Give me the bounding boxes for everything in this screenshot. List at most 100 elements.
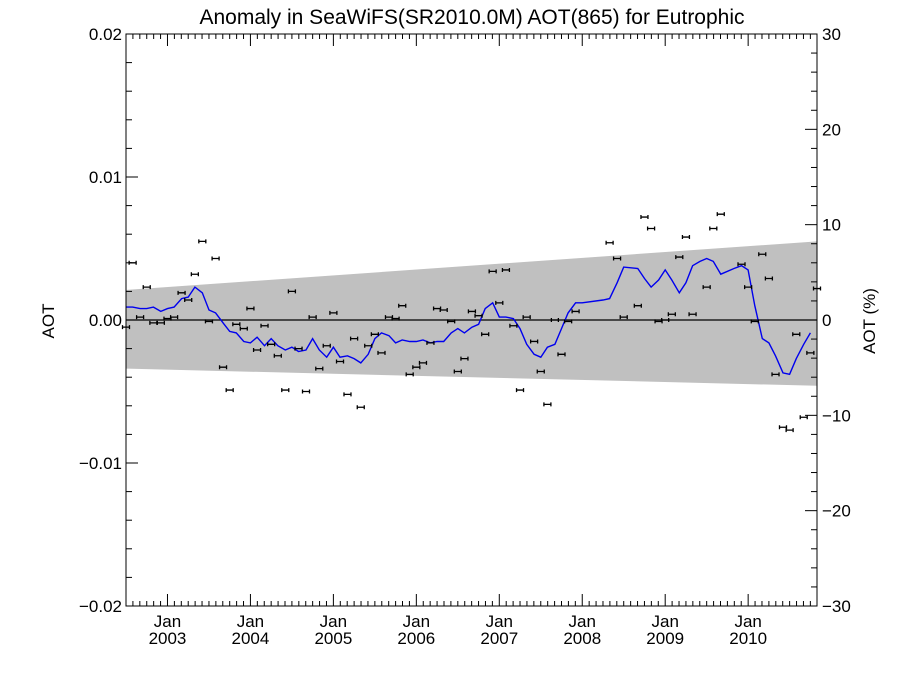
anomaly-point	[501, 267, 511, 272]
anomaly-point	[495, 300, 504, 305]
anomaly-point	[488, 269, 497, 274]
anomaly-point	[398, 303, 407, 308]
anomaly-point	[764, 276, 774, 281]
anomaly-point	[273, 353, 282, 358]
anomaly-point	[447, 319, 456, 324]
anomaly-point	[737, 262, 746, 267]
anomaly-point	[619, 315, 628, 320]
anomaly-point	[232, 322, 241, 327]
x-tick-month-label: Jan	[569, 612, 596, 631]
x-tick-year-label: 2008	[563, 629, 601, 648]
anomaly-point	[778, 425, 788, 430]
anomaly-point	[716, 212, 725, 217]
x-tick-month-label: Jan	[486, 612, 513, 631]
anomaly-point	[515, 388, 525, 393]
y2-axis-label: AOT (%)	[860, 288, 879, 354]
y2-tick-label: 20	[822, 120, 841, 139]
anomaly-point	[281, 388, 290, 393]
y2-tick-label: −20	[822, 502, 851, 521]
anomaly-point	[709, 226, 718, 231]
anomaly-point	[509, 323, 518, 328]
anomaly-point	[522, 315, 531, 320]
anomaly-point	[190, 272, 200, 277]
anomaly-point	[329, 310, 338, 315]
anomaly-point	[370, 332, 380, 337]
anomaly-point	[467, 309, 477, 314]
y-axis-label: AOT	[39, 304, 58, 339]
anomaly-point	[806, 350, 815, 355]
anomaly-point	[169, 315, 179, 320]
anomaly-point	[529, 339, 539, 344]
x-tick-month-label: Jan	[734, 612, 761, 631]
x-tick-year-label: 2006	[397, 629, 435, 648]
anomaly-point	[571, 309, 580, 314]
y2-tick-label: 10	[822, 216, 841, 235]
anomaly-point	[474, 313, 483, 318]
anomaly-point	[675, 255, 684, 260]
anomaly-point	[646, 226, 656, 231]
anomaly-point	[246, 306, 255, 311]
anomaly-point	[771, 372, 780, 377]
x-tick-year-label: 2003	[149, 629, 187, 648]
x-tick-month-label: Jan	[403, 612, 430, 631]
running-mean-line	[126, 257, 812, 376]
anomaly-point	[198, 239, 207, 244]
anomaly-point	[681, 235, 691, 240]
anomaly-point	[605, 240, 614, 245]
anomaly-point	[204, 319, 214, 324]
anomaly-point	[481, 332, 490, 337]
anomaly-point	[426, 340, 435, 345]
x-tick-year-label: 2010	[729, 629, 767, 648]
anomaly-point	[550, 318, 560, 322]
anomaly-point	[322, 343, 331, 348]
anomaly-point	[688, 312, 697, 317]
x-tick-year-label: 2005	[314, 629, 352, 648]
anomaly-point	[343, 392, 352, 397]
anomaly-point	[460, 356, 469, 361]
x-tick-month-label: Jan	[154, 612, 181, 631]
anomaly-point	[758, 252, 767, 257]
y-tick-label: −0.02	[79, 597, 122, 616]
x-tick-month-label: Jan	[320, 612, 347, 631]
anomaly-point	[335, 359, 345, 364]
y2-tick-label: 0	[822, 311, 831, 330]
anomaly-point	[536, 369, 545, 374]
anomaly-point	[391, 316, 400, 321]
anomaly-point	[308, 315, 317, 320]
anomaly-point	[142, 285, 151, 290]
anomaly-point	[252, 348, 262, 353]
anomaly-point	[418, 360, 428, 365]
anomaly-point	[633, 303, 642, 308]
anomaly-point	[667, 312, 676, 317]
anomaly-point	[743, 285, 753, 290]
anomaly-point	[356, 405, 365, 410]
y2-tick-label: −10	[822, 406, 851, 425]
plot-area: 0.020.010.00−0.01−0.023020100−10−20−30Ja…	[79, 25, 851, 648]
anomaly-point	[377, 350, 386, 355]
anomaly-point	[799, 415, 808, 420]
anomaly-point	[702, 285, 711, 290]
anomaly-point	[543, 402, 552, 407]
anomaly-point	[405, 372, 414, 377]
anomaly-point	[661, 318, 670, 322]
anomaly-point	[349, 336, 359, 341]
x-tick-year-label: 2004	[232, 629, 270, 648]
anomaly-point	[260, 323, 269, 328]
anomaly-point	[211, 256, 220, 261]
anomaly-point	[439, 307, 448, 312]
anomaly-point	[785, 428, 794, 433]
anomaly-point	[453, 369, 462, 374]
anomaly-point	[412, 365, 421, 370]
anomaly-point	[640, 215, 649, 220]
anomaly-point	[184, 297, 193, 302]
anomaly-point	[563, 319, 573, 324]
y2-tick-label: 30	[822, 25, 841, 44]
anomaly-point	[267, 342, 276, 347]
anomaly-point	[239, 326, 248, 331]
y2-tick-label: −30	[822, 597, 851, 616]
x-tick-year-label: 2007	[480, 629, 518, 648]
y-tick-label: 0.02	[89, 25, 122, 44]
anomaly-point	[792, 332, 801, 337]
anomaly-point	[750, 319, 759, 324]
y-tick-label: −0.01	[79, 454, 122, 473]
